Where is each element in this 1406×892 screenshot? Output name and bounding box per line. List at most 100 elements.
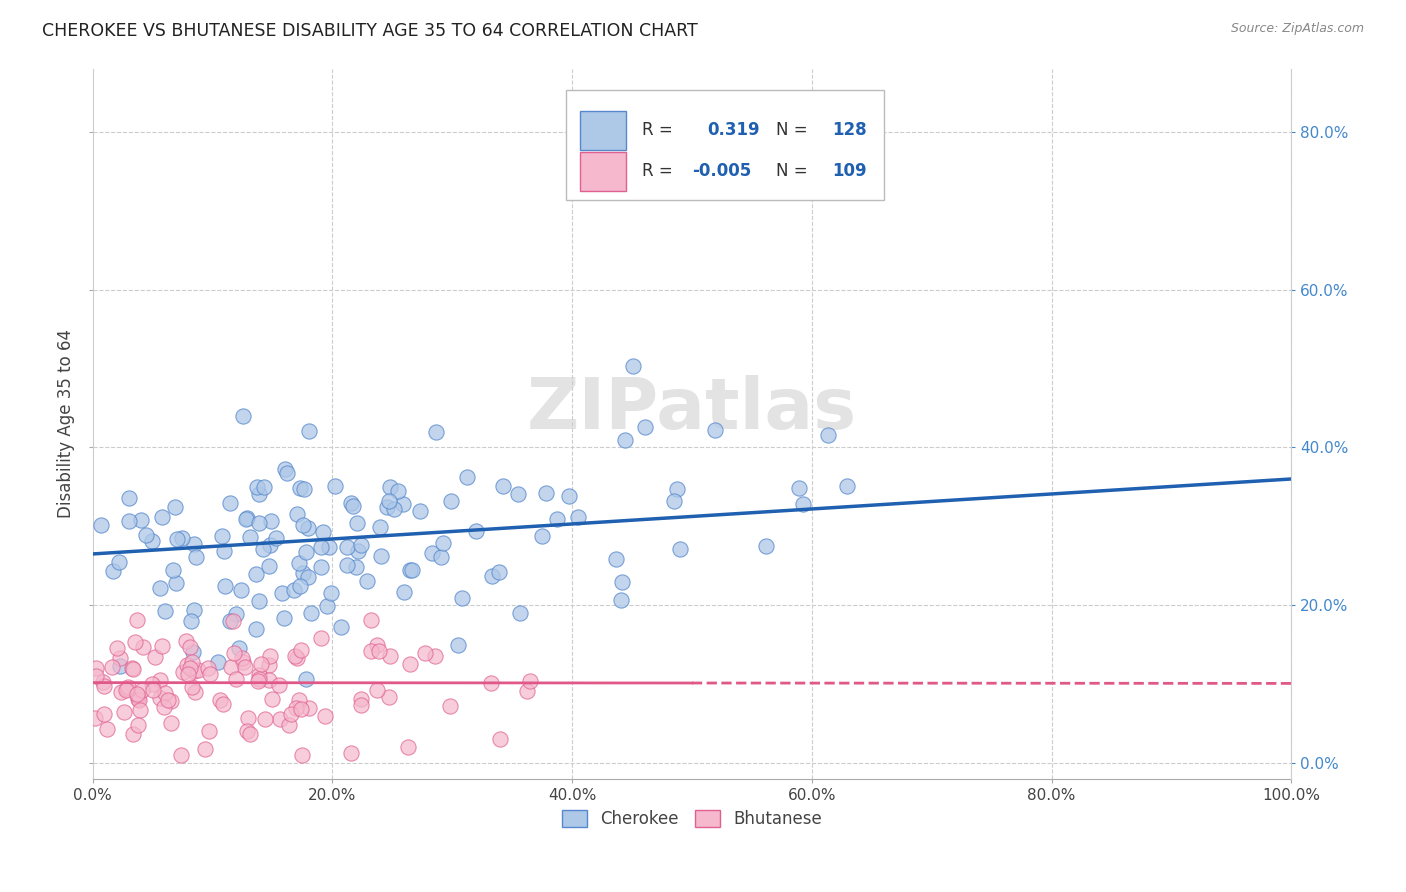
Point: [122, 662, 145, 676]
Point: [534, 486, 557, 500]
Point: [292, 566, 315, 581]
Point: [228, 641, 250, 656]
Point: [399, 562, 422, 576]
Point: [344, 560, 367, 574]
Point: [176, 657, 198, 672]
Point: [314, 709, 336, 723]
Point: [273, 611, 295, 625]
Point: [387, 483, 409, 498]
Point: [290, 579, 312, 593]
Point: [135, 527, 157, 541]
Point: [180, 614, 202, 628]
Point: [246, 674, 269, 689]
Point: [225, 672, 247, 686]
Point: [214, 579, 236, 593]
Point: [153, 686, 176, 700]
Point: [127, 692, 149, 706]
Point: [558, 489, 581, 503]
Point: [253, 712, 276, 726]
Point: [336, 558, 359, 572]
Point: [131, 682, 153, 697]
Point: [488, 732, 510, 747]
Point: [166, 532, 188, 546]
Point: [284, 648, 307, 663]
Point: [149, 691, 172, 706]
Point: [392, 497, 415, 511]
Point: [360, 644, 382, 658]
Point: [336, 540, 359, 554]
Point: [219, 660, 242, 674]
Point: [350, 691, 373, 706]
Point: [340, 496, 363, 510]
Point: [605, 551, 627, 566]
Point: [264, 531, 287, 545]
Point: [127, 690, 149, 704]
Point: [288, 481, 311, 495]
Point: [165, 500, 187, 515]
Point: [288, 556, 311, 570]
Point: [101, 564, 124, 578]
Point: [207, 655, 229, 669]
Point: [122, 726, 145, 740]
Point: [239, 727, 262, 741]
Point: [127, 717, 149, 731]
Point: [312, 524, 335, 539]
Point: [101, 660, 124, 674]
Point: [235, 512, 257, 526]
Text: N =: N =: [776, 161, 807, 180]
Point: [375, 500, 398, 515]
Text: 109: 109: [832, 161, 866, 180]
Point: [368, 520, 391, 534]
Point: [350, 698, 373, 712]
Point: [755, 539, 778, 553]
Point: [290, 747, 312, 762]
Point: [162, 563, 184, 577]
Point: [285, 700, 308, 714]
Point: [180, 680, 202, 694]
Point: [392, 584, 415, 599]
Point: [413, 647, 436, 661]
Point: [84, 661, 107, 675]
Point: [280, 707, 302, 722]
Point: [194, 742, 217, 756]
Bar: [581, 152, 626, 191]
Point: [399, 657, 422, 671]
Point: [118, 514, 141, 528]
Point: [420, 546, 443, 560]
Point: [236, 711, 259, 725]
Text: CHEROKEE VS BHUTANESE DISABILITY AGE 35 TO 64 CORRELATION CHART: CHEROKEE VS BHUTANESE DISABILITY AGE 35 …: [42, 22, 697, 40]
Point: [530, 529, 553, 543]
Point: [479, 675, 502, 690]
Point: [276, 467, 298, 481]
Point: [288, 692, 311, 706]
Point: [149, 581, 172, 595]
Point: [262, 692, 284, 706]
Point: [105, 640, 128, 655]
Point: [298, 424, 321, 438]
Point: [249, 516, 271, 531]
Point: [366, 682, 388, 697]
Point: [269, 712, 291, 726]
Point: [172, 665, 194, 679]
Point: [157, 693, 180, 707]
Point: [141, 677, 163, 691]
Point: [634, 420, 657, 434]
Point: [225, 607, 247, 622]
Point: [179, 640, 201, 654]
Point: [198, 723, 221, 738]
Point: [121, 660, 143, 674]
Point: [247, 668, 270, 682]
Point: [129, 703, 152, 717]
Point: [239, 530, 262, 544]
Point: [141, 534, 163, 549]
Point: [292, 517, 315, 532]
Text: Source: ZipAtlas.com: Source: ZipAtlas.com: [1230, 22, 1364, 36]
Point: [319, 585, 342, 599]
Point: [298, 700, 321, 714]
Point: [124, 635, 146, 649]
Point: [110, 659, 132, 673]
Point: [430, 550, 453, 565]
Point: [366, 638, 388, 652]
Text: 0.319: 0.319: [707, 121, 761, 139]
Point: [481, 568, 503, 582]
